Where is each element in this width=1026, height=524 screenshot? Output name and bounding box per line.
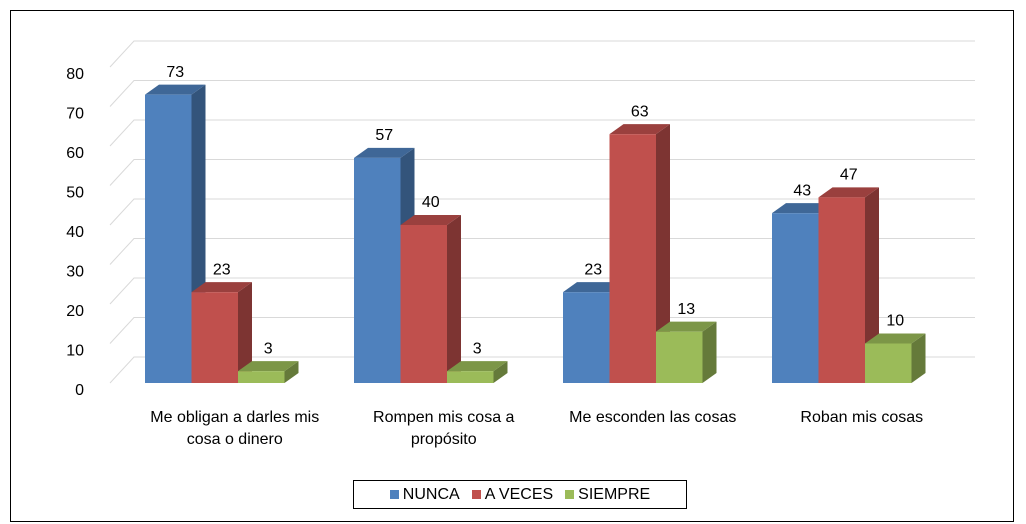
y-tick-label: 80 (66, 66, 84, 83)
grid-line (109, 198, 975, 226)
bar-side (284, 361, 299, 383)
bar-top (772, 203, 833, 214)
bar-top (563, 282, 624, 293)
bar (865, 333, 926, 383)
y-tick-label: 50 (66, 185, 84, 202)
bar-side (238, 282, 252, 383)
bar (447, 361, 508, 383)
data-label: 13 (677, 301, 695, 318)
bar-front (354, 157, 401, 383)
data-label: 10 (886, 313, 904, 330)
bar-front (772, 213, 819, 383)
bar-front (447, 371, 494, 383)
legend-label: A VECES (484, 485, 554, 503)
y-tick-label: 70 (66, 106, 84, 123)
bar (145, 84, 206, 384)
bar-front (400, 225, 447, 383)
bar-side (656, 124, 670, 384)
data-label: 23 (584, 261, 602, 278)
grid-line (109, 40, 975, 68)
grid-line (109, 80, 975, 107)
bar-side (702, 321, 717, 383)
bar-side (447, 215, 461, 383)
legend-item: SIEMPRE (565, 486, 650, 504)
bar-front (656, 331, 703, 383)
data-label: 3 (264, 340, 273, 357)
bar-top (865, 333, 926, 344)
bar-top (145, 84, 206, 95)
chart-frame (10, 10, 1014, 522)
bar (609, 124, 670, 384)
bar-side (911, 333, 926, 383)
y-tick-label: 30 (66, 264, 84, 281)
bar-top (609, 124, 670, 135)
y-tick-label: 60 (66, 145, 84, 162)
grid-line (109, 119, 975, 147)
bar-top (818, 187, 879, 198)
bar-front (563, 292, 610, 383)
data-label: 73 (166, 64, 184, 81)
legend: NUNCA A VECES SIEMPRE (353, 480, 687, 509)
bar-side (493, 361, 508, 383)
grid-line (109, 238, 975, 265)
bar-front (191, 292, 238, 383)
grid-line (109, 159, 975, 186)
data-label: 43 (793, 182, 811, 199)
bar-top (447, 361, 508, 372)
bar (400, 215, 461, 383)
y-tick-label: 20 (66, 303, 84, 320)
bar-top (656, 321, 717, 332)
grid-line (109, 277, 975, 305)
legend-swatch (565, 490, 575, 499)
legend-swatch (471, 490, 481, 499)
bar-side (865, 187, 879, 383)
data-label: 47 (840, 167, 858, 184)
bar (191, 282, 252, 383)
legend-swatch (389, 490, 399, 499)
data-label: 57 (375, 127, 393, 144)
x-tick-label: Me esconden las cosas (569, 409, 737, 426)
bar-front (238, 371, 285, 383)
legend-label: NUNCA (402, 485, 460, 503)
data-label: 3 (473, 340, 482, 357)
x-tick-label: Me obligan a darles mis cosa o dinero (150, 409, 320, 448)
x-tick-label: Rompen mis cosa a propósito (373, 409, 515, 448)
legend-label: SIEMPRE (578, 485, 651, 503)
x-tick-label: Roban mis cosas (800, 409, 924, 426)
grid-line (109, 317, 975, 344)
bar-front (865, 343, 912, 383)
bar-top (354, 147, 415, 158)
data-label: 40 (422, 194, 440, 211)
bar-front (609, 134, 656, 383)
legend-item: NUNCA (389, 485, 460, 504)
y-tick-label: 40 (66, 224, 84, 241)
bar (818, 187, 879, 383)
bar-top (238, 361, 299, 372)
legend-item: A VECES (471, 485, 554, 504)
y-tick-label: 0 (75, 382, 84, 399)
bar-top (191, 282, 252, 293)
bar-front (145, 94, 192, 384)
bar (238, 361, 299, 383)
data-label: 23 (213, 261, 231, 278)
bar-front (818, 197, 865, 383)
bar (656, 321, 717, 383)
data-label: 63 (631, 103, 649, 120)
y-tick-label: 10 (66, 343, 84, 360)
bar-top (400, 215, 461, 225)
